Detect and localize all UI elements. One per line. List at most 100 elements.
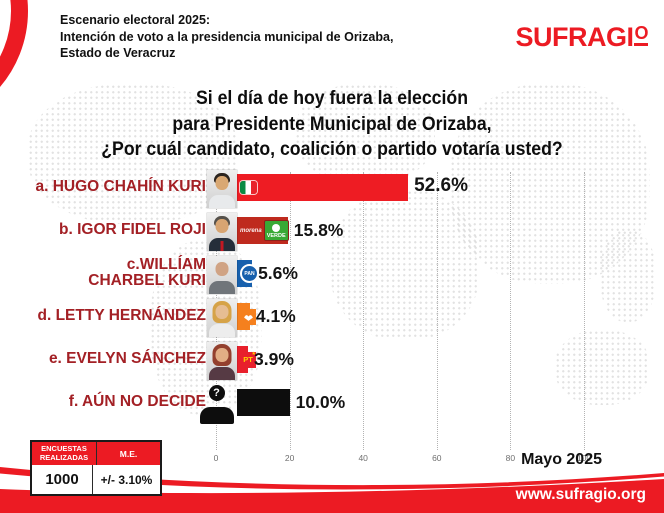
sufragio-logo-text: SUFRAGI bbox=[515, 22, 634, 52]
gridline-20 bbox=[289, 172, 291, 450]
corner-arc-decoration bbox=[0, 0, 28, 128]
candidate-label-d: d. LETTY HERNÁNDEZ bbox=[0, 307, 207, 324]
stats-value-sample-size: 1000 bbox=[45, 471, 79, 488]
axis-tick-label-60: 60 bbox=[432, 453, 442, 463]
value-label-a: 52.6% bbox=[414, 175, 468, 196]
report-kicker: Escenario electoral 2025: Intención de v… bbox=[60, 12, 490, 62]
chart-row-b: b. IGOR FIDEL ROJI morena VERDE 15.8% bbox=[0, 213, 664, 255]
bar-chart: 0 20 40 60 80 100 a. HUGO CHAHÍN KURI 52.6% b. I… bbox=[0, 168, 664, 468]
stats-table-header-row: ENCUESTAS REALIZADAS M.E. bbox=[32, 442, 160, 465]
value-label-e: 3.9% bbox=[254, 349, 294, 369]
footer-swoosh-graphic bbox=[0, 467, 664, 513]
avatar-torso bbox=[209, 281, 235, 294]
avatar-face bbox=[215, 219, 229, 233]
axis-tick-label-80: 80 bbox=[505, 453, 516, 463]
chart-row-a: a. HUGO CHAHÍN KURI 52.6% bbox=[0, 170, 664, 212]
candidate-photo-man-dark-hair bbox=[207, 170, 237, 208]
pan-logo: PAN bbox=[240, 264, 259, 283]
footer-url: www.sufragio.org bbox=[515, 486, 646, 503]
avatar-torso bbox=[209, 324, 235, 337]
candidate-label-b: b. IGOR FIDEL ROJI bbox=[0, 222, 206, 238]
world-map-dots bbox=[295, 84, 435, 184]
avatar-torso bbox=[209, 195, 235, 208]
sufragio-logo-o: O bbox=[634, 24, 648, 46]
survey-question-title: Si el día de hoy fuera la elección para … bbox=[44, 86, 621, 163]
candidate-label-line: c.WILLÍAM bbox=[126, 256, 206, 273]
value-label-b: 15.8% bbox=[293, 220, 344, 240]
morena-wordmark: morena bbox=[240, 227, 262, 234]
chart-row-f: f. AÚN NO DECIDE? 10.0% bbox=[0, 385, 664, 427]
candidate-photo-blonde-woman bbox=[207, 299, 237, 337]
gridline-60 bbox=[436, 172, 438, 450]
value-label-c: 5.6% bbox=[258, 263, 298, 283]
verde-logo: VERDE bbox=[263, 220, 289, 241]
axis-tick-label-20: 20 bbox=[284, 453, 295, 463]
avatar-tie bbox=[220, 241, 224, 251]
verde-label: VERDE bbox=[266, 233, 286, 239]
candidate-photo-bald-man-suit bbox=[207, 256, 237, 294]
footer-swoosh-line bbox=[0, 467, 664, 490]
stats-header-me: M.E. bbox=[96, 442, 160, 465]
gridline-100 bbox=[584, 172, 585, 450]
title-line-3: ¿Por cuál candidato, coalición o partido… bbox=[101, 139, 563, 160]
verde-bird-icon bbox=[272, 224, 281, 232]
avatar-face bbox=[215, 305, 229, 319]
candidate-label-line: CHARBEL KURI bbox=[88, 272, 206, 289]
avatar-face bbox=[215, 262, 229, 276]
pt-logo: PT bbox=[240, 351, 256, 368]
kicker-line-1: Escenario electoral 2025: bbox=[60, 13, 211, 27]
gridline-40 bbox=[363, 172, 365, 450]
candidate-label-a: a. HUGO CHAHÍN KURI bbox=[0, 179, 206, 195]
footer-red-band bbox=[0, 479, 664, 513]
kicker-line-2: Intención de voto a la presidencia munic… bbox=[60, 29, 394, 44]
avatar-torso bbox=[209, 367, 235, 380]
stats-value-margin-error: +/- 3.10% bbox=[92, 465, 160, 494]
undecided-silhouette-icon: ? bbox=[198, 385, 235, 424]
world-map-dots bbox=[28, 84, 238, 224]
sufragio-logo: SUFRAGIO bbox=[515, 22, 648, 53]
candidate-photo-man-suit-red-tie bbox=[207, 213, 237, 251]
chart-row-e: e. EVELYN SÁNCHEZ PT3.9% bbox=[0, 342, 664, 384]
kicker-line-3: Estado de Veracruz bbox=[60, 46, 176, 60]
party-logos-b: morena VERDE bbox=[240, 217, 289, 244]
footer-band: www.sufragio.org bbox=[0, 455, 664, 513]
chart-row-c: c.WILLÍAM CHARBEL KURI PAN 5.6% bbox=[0, 256, 664, 298]
stats-header-encuestas: ENCUESTAS REALIZADAS bbox=[39, 444, 89, 462]
world-map-dots bbox=[555, 330, 650, 405]
candidate-label-c: c.WILLÍAM CHARBEL KURI bbox=[0, 257, 206, 289]
candidate-label-line: a. HUGO CHAHÍN KURI bbox=[35, 178, 206, 195]
mc-logo bbox=[240, 308, 256, 325]
stats-table: ENCUESTAS REALIZADAS M.E. 1000 +/- 3.10% bbox=[30, 440, 162, 496]
axis-tick-label-40: 40 bbox=[358, 453, 368, 463]
silhouette-body bbox=[199, 407, 234, 424]
question-mark-glyph: ? bbox=[208, 385, 225, 401]
candidate-label-line: f. AÚN NO DECIDE bbox=[68, 393, 206, 410]
candidate-photo-auburn-hair-woman bbox=[207, 342, 237, 380]
vote-bar-f bbox=[237, 389, 290, 416]
party-logos-d bbox=[240, 303, 256, 330]
axis-tick-label-0: 0 bbox=[213, 453, 219, 463]
party-logos-c: PAN bbox=[240, 260, 259, 287]
avatar-face bbox=[215, 176, 229, 190]
axis-tick-label-100: 100 bbox=[576, 453, 592, 463]
party-logos-a bbox=[240, 174, 257, 201]
candidate-label-e: e. EVELYN SÁNCHEZ bbox=[0, 351, 206, 367]
candidate-label-line: e. EVELYN SÁNCHEZ bbox=[48, 350, 206, 367]
pri-logo bbox=[240, 181, 257, 194]
party-logos-e: PT bbox=[240, 346, 256, 373]
value-label-f: 10.0% bbox=[295, 392, 346, 412]
stats-table-value-row: 1000 +/- 3.10% bbox=[32, 465, 160, 494]
value-label-d: 4.1% bbox=[255, 306, 296, 326]
candidate-label-line: b. IGOR FIDEL ROJI bbox=[59, 221, 206, 238]
mc-eagle-icon bbox=[243, 315, 253, 321]
chart-row-d: d. LETTY HERNÁNDEZ 4.1% bbox=[0, 299, 664, 341]
candidate-label-f: f. AÚN NO DECIDE bbox=[0, 394, 206, 410]
avatar-face bbox=[215, 348, 229, 362]
title-line-1: Si el día de hoy fuera la elección bbox=[195, 88, 469, 109]
world-map-dots bbox=[600, 230, 656, 322]
candidate-label-line: d. LETTY HERNÁNDEZ bbox=[37, 307, 207, 324]
title-line-2: para Presidente Municipal de Orizaba, bbox=[172, 113, 492, 135]
date-label: Mayo 2025 bbox=[521, 451, 602, 468]
gridline-80 bbox=[510, 172, 512, 450]
